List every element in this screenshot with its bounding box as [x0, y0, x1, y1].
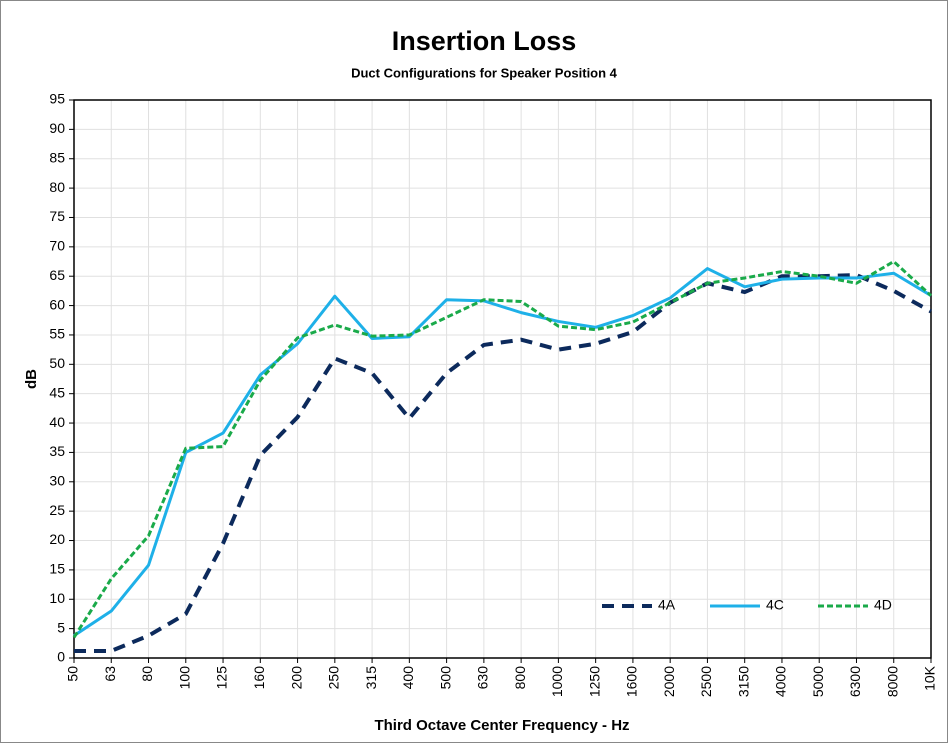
x-tick-label: 400 [400, 666, 416, 690]
x-tick-label: 100 [176, 666, 192, 690]
y-tick-label: 70 [49, 238, 65, 254]
y-tick-label: 20 [49, 531, 65, 547]
x-tick-label: 6300 [847, 666, 863, 697]
x-tick-label: 2000 [661, 666, 677, 697]
y-tick-label: 45 [49, 384, 65, 400]
y-tick-label: 5 [57, 619, 65, 635]
series-line [72, 260, 933, 639]
y-tick-label: 80 [49, 179, 65, 195]
x-tick-label: 630 [475, 666, 491, 690]
y-tick-label: 0 [57, 649, 65, 665]
x-tick-label: 50 [65, 666, 81, 682]
x-tick-label: 80 [139, 666, 155, 682]
y-axis-label: dB [23, 369, 40, 389]
y-tick-label: 90 [49, 120, 65, 136]
x-tick-label: 800 [512, 666, 528, 690]
chart-title: Insertion Loss [392, 26, 577, 56]
y-tick-label: 25 [49, 502, 65, 518]
chart-subtitle: Duct Configurations for Speaker Position… [351, 65, 618, 80]
x-tick-label: 63 [102, 666, 118, 682]
y-tick-label: 50 [49, 355, 65, 371]
x-tick-label: 250 [326, 666, 342, 690]
y-tick-label: 15 [49, 561, 65, 577]
x-tick-label: 4000 [773, 666, 789, 697]
x-tick-label: 125 [214, 666, 230, 690]
x-tick-label: 1000 [549, 666, 565, 697]
x-tick-label: 315 [363, 666, 379, 690]
y-tick-label: 40 [49, 414, 65, 430]
y-tick-label: 55 [49, 326, 65, 342]
y-tick-label: 60 [49, 296, 65, 312]
series-line [74, 273, 932, 653]
legend-label: 4D [874, 597, 892, 613]
x-tick-label: 5000 [810, 666, 826, 697]
x-tick-label: 2500 [698, 666, 714, 697]
x-tick-label: 200 [288, 666, 304, 690]
y-tick-label: 95 [49, 91, 65, 107]
x-tick-label: 160 [251, 666, 267, 690]
y-tick-label: 35 [49, 443, 65, 459]
y-tick-label: 75 [49, 208, 65, 224]
x-tick-label: 1250 [586, 666, 602, 697]
x-tick-label: 500 [437, 666, 453, 690]
x-tick-label: 3150 [735, 666, 751, 697]
y-tick-label: 85 [49, 149, 65, 165]
y-tick-label: 30 [49, 472, 65, 488]
y-tick-label: 10 [49, 590, 65, 606]
x-tick-label: 1600 [624, 666, 640, 697]
series-line [73, 267, 932, 637]
legend-label: 4A [658, 597, 676, 613]
plot-frame [73, 99, 932, 659]
legend-label: 4C [766, 597, 784, 613]
x-tick-label: 8000 [884, 666, 900, 697]
x-axis-label: Third Octave Center Frequency - Hz [374, 717, 629, 734]
y-tick-label: 65 [49, 267, 65, 283]
x-tick-label: 10K [922, 665, 938, 691]
